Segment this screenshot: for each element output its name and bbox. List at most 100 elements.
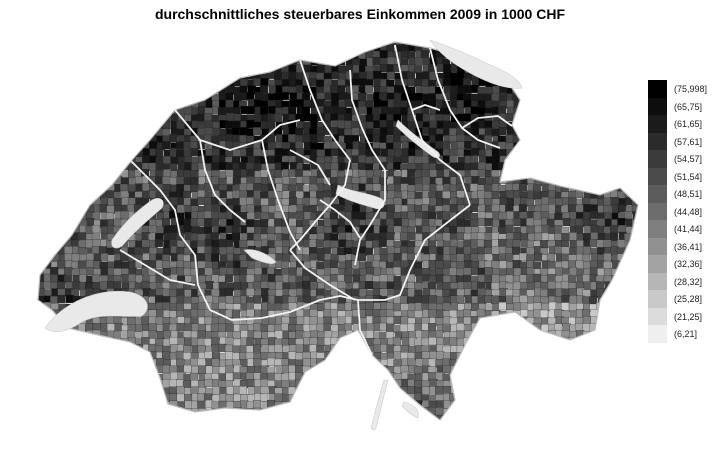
- municipality-cell: [44, 415, 53, 420]
- municipality-cell: [303, 51, 312, 60]
- municipality-cell: [128, 407, 137, 416]
- municipality-cell: [492, 330, 501, 339]
- municipality-cell: [310, 387, 319, 396]
- municipality-cell: [596, 317, 605, 326]
- municipality-cell: [268, 42, 277, 46]
- municipality-cell: [546, 128, 556, 137]
- municipality-cell: [624, 338, 633, 347]
- municipality-cell: [485, 330, 494, 340]
- municipality-cell: [596, 72, 605, 81]
- municipality-cell: [30, 65, 38, 73]
- municipality-cell: [281, 261, 290, 270]
- municipality-cell: [126, 127, 135, 136]
- municipality-cell: [387, 380, 396, 389]
- municipality-cell: [43, 170, 52, 179]
- municipality-cell: [149, 30, 157, 38]
- municipality-cell: [569, 267, 578, 276]
- municipality-cell: [498, 127, 507, 136]
- municipality-cell: [548, 107, 557, 116]
- municipality-cell: [625, 268, 634, 277]
- municipality-cell: [106, 107, 115, 116]
- municipality-cell: [128, 365, 137, 374]
- municipality-cell: [323, 379, 332, 388]
- municipality-cell: [505, 58, 514, 67]
- municipality-cell: [190, 58, 199, 67]
- municipality-cell: [352, 274, 361, 283]
- municipality-cell: [106, 345, 115, 354]
- municipality-cell: [127, 72, 136, 81]
- municipality-cell: [485, 43, 494, 52]
- municipality-cell: [183, 364, 192, 373]
- municipality-cell: [547, 43, 556, 52]
- municipality-cell: [183, 345, 192, 354]
- municipality-cell: [477, 288, 486, 297]
- municipality-cell: [135, 114, 144, 123]
- municipality-cell: [442, 232, 451, 241]
- municipality-cell: [38, 415, 39, 420]
- municipality-cell: [625, 42, 634, 45]
- municipality-cell: [387, 407, 396, 416]
- municipality-cell: [64, 351, 73, 361]
- municipality-cell: [400, 246, 409, 255]
- municipality-cell: [107, 155, 116, 164]
- municipality-cell: [183, 29, 191, 37]
- municipality-cell: [295, 344, 304, 353]
- municipality-cell: [134, 50, 143, 59]
- municipality-cell: [128, 99, 137, 108]
- municipality-cell: [120, 155, 129, 164]
- municipality-cell: [506, 43, 515, 52]
- municipality-cell: [191, 226, 200, 235]
- municipality-cell: [618, 309, 627, 318]
- municipality-cell: [169, 65, 178, 74]
- municipality-cell: [463, 422, 471, 430]
- municipality-cell: [57, 78, 66, 87]
- municipality-cell: [338, 232, 347, 241]
- municipality-cell: [638, 323, 646, 331]
- municipality-cell: [203, 71, 213, 81]
- municipality-cell: [246, 204, 255, 213]
- municipality-cell: [414, 268, 423, 277]
- municipality-cell: [38, 177, 39, 186]
- municipality-cell: [603, 86, 612, 95]
- municipality-cell: [239, 414, 248, 420]
- municipality-cell: [533, 141, 543, 150]
- municipality-cell: [625, 400, 634, 409]
- municipality-cell: [135, 121, 144, 130]
- municipality-cell: [253, 344, 262, 353]
- municipality-cell: [288, 218, 297, 227]
- municipality-cell: [610, 134, 620, 143]
- municipality-cell: [65, 141, 74, 150]
- municipality-cell: [422, 288, 431, 297]
- municipality-cell: [304, 422, 312, 430]
- municipality-cell: [64, 105, 73, 114]
- municipality-cell: [86, 365, 95, 374]
- municipality-cell: [576, 92, 585, 101]
- municipality-cell: [442, 302, 451, 311]
- municipality-cell: [569, 295, 578, 304]
- municipality-cell: [38, 309, 39, 319]
- municipality-cell: [561, 114, 570, 123]
- municipality-cell: [135, 56, 144, 65]
- municipality-cell: [575, 323, 584, 332]
- municipality-cell: [414, 261, 423, 270]
- municipality-cell: [589, 238, 598, 248]
- municipality-cell: [220, 31, 228, 39]
- municipality-cell: [470, 366, 479, 375]
- municipality-cell: [387, 393, 396, 402]
- municipality-cell: [142, 93, 151, 102]
- municipality-cell: [520, 51, 529, 60]
- municipality-cell: [197, 400, 206, 409]
- municipality-cell: [407, 288, 416, 297]
- municipality-cell: [511, 42, 521, 45]
- municipality-cell: [211, 162, 220, 171]
- municipality-cell: [470, 106, 479, 115]
- municipality-cell: [604, 121, 613, 130]
- municipality-cell: [526, 217, 535, 226]
- municipality-cell: [603, 268, 612, 277]
- municipality-cell: [540, 79, 549, 88]
- municipality-cell: [548, 204, 557, 213]
- municipality-cell: [225, 394, 234, 403]
- municipality-cell: [162, 203, 171, 212]
- municipality-cell: [575, 345, 584, 354]
- municipality-cell: [597, 148, 606, 157]
